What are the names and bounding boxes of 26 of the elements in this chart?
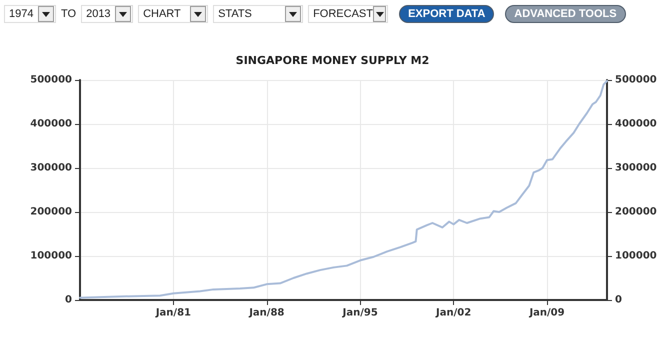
y-tick-label: 500000 [30, 74, 72, 86]
y2-tick-label: 100000 [615, 250, 657, 262]
dropdown-field: 2013 [81, 5, 134, 23]
y-tick-label: 400000 [30, 118, 72, 130]
y-tick-label: 300000 [30, 162, 72, 174]
dropdown-field: 1974 [4, 5, 56, 23]
y2-tick-label: 0 [615, 294, 622, 306]
button: ADVANCED TOOLS [505, 5, 626, 23]
x-tick-label: Jan/02 [435, 308, 472, 318]
button: EXPORT DATA [399, 5, 494, 23]
y2-tick-label: 400000 [615, 118, 657, 130]
x-tick-label: Jan/81 [154, 308, 192, 318]
y-tick-label: 200000 [30, 206, 72, 218]
y2-tick-label: 300000 [615, 162, 657, 174]
y-tick-label: 0 [65, 294, 72, 306]
y2-tick-label: 200000 [615, 206, 657, 218]
text: TO [61, 8, 76, 20]
chart-title: SINGAPORE MONEY SUPPLY M2 [236, 54, 430, 67]
x-tick-label: Jan/09 [528, 308, 565, 318]
dropdown-field: CHART [138, 5, 208, 23]
x-tick-label: Jan/88 [248, 308, 284, 318]
y2-tick-label: 500000 [615, 74, 657, 86]
x-tick-label: Jan/95 [342, 308, 378, 318]
dropdown-field: STATS [213, 5, 304, 23]
dropdown-field: FORECAST [308, 5, 388, 23]
y-tick-label: 100000 [30, 250, 72, 262]
